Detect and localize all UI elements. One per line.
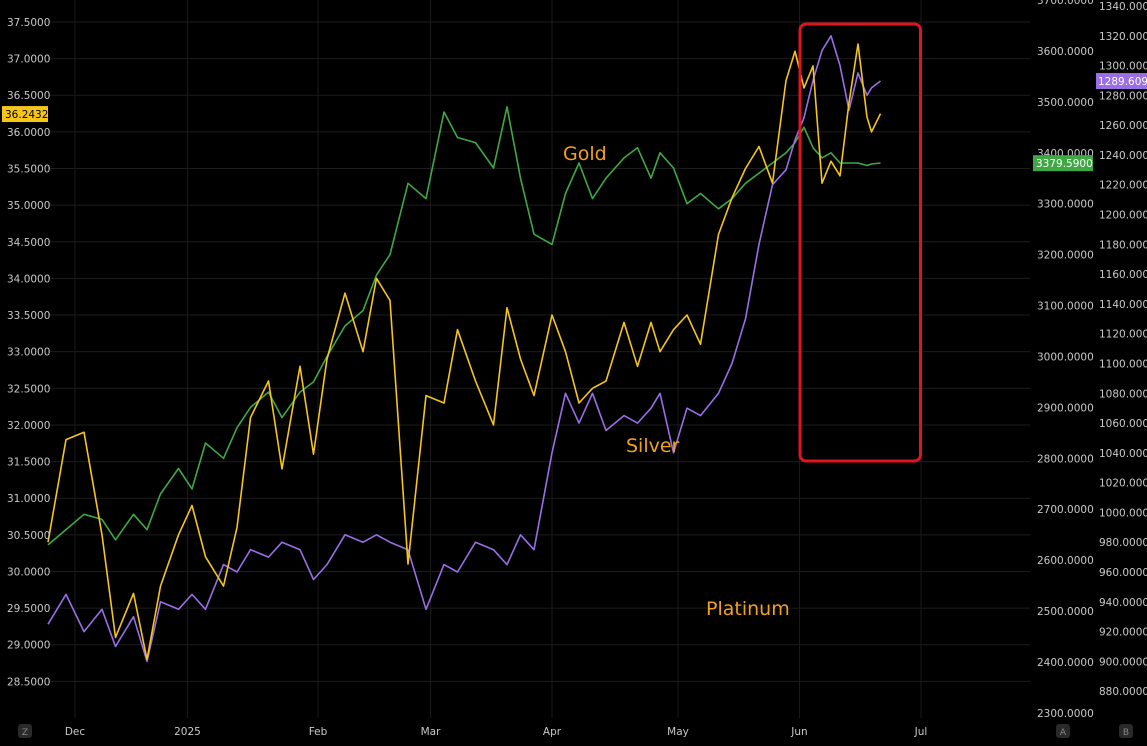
left-tick-label: 30.5000 [7, 530, 50, 542]
highlight-box [798, 22, 922, 463]
platinum-tick-label: 980.0000 [1099, 537, 1147, 549]
left-tick-label: 29.0000 [7, 640, 50, 652]
x-tick-label: Mar [421, 726, 441, 738]
platinum-tick-label: 880.0000 [1099, 686, 1147, 698]
right-axis: 2300.0000 2400.0000 2500.0000 2600.0000 2700… [1037, 0, 1147, 720]
left-tick-label: 29.5000 [7, 603, 50, 615]
left-tick-label: 28.5000 [7, 676, 50, 688]
platinum-tick-label: 1240.0000 [1099, 150, 1147, 162]
gold-tick-label: 3100.0000 [1037, 301, 1094, 313]
platinum-tick-label: 1040.0000 [1099, 448, 1147, 460]
x-tick-label: Jul [914, 726, 928, 738]
gold-tick-label: 2300.0000 [1037, 708, 1094, 720]
platinum-tick-label: 1300.0000 [1099, 61, 1147, 73]
gold-tick-label: 2600.0000 [1037, 555, 1094, 567]
corner-label-a: A [1060, 728, 1067, 738]
gold-tick-label: 3700.0000 [1037, 0, 1094, 7]
corner-labels: Z A B [18, 724, 1133, 738]
platinum-last-badge [1096, 73, 1147, 90]
x-tick-label: Jun [790, 726, 807, 738]
annotation-silver: Silver [626, 435, 680, 457]
series-layer [47, 34, 882, 663]
platinum-tick-label: 920.0000 [1099, 627, 1147, 639]
annotation-gold: Gold [563, 143, 607, 165]
platinum-tick-label: 940.0000 [1099, 597, 1147, 609]
left-tick-label: 37.0000 [7, 54, 50, 66]
silver-last-badge [2, 106, 48, 123]
platinum-tick-label: 1140.0000 [1099, 299, 1147, 311]
corner-label-b: B [1123, 728, 1129, 738]
platinum-tick-label: 1120.0000 [1099, 329, 1147, 341]
annotations: Gold Silver Platinum [563, 143, 790, 620]
left-tick-label: 36.5000 [7, 90, 50, 102]
gold-tick-label: 2900.0000 [1037, 402, 1094, 414]
last-value-labels: 36.2432 3379.5900 1289.6099 [2, 73, 1147, 172]
grid-lines [48, 21, 1030, 682]
platinum-tick-label: 960.0000 [1099, 567, 1147, 579]
x-tick-label: Feb [309, 726, 328, 738]
left-tick-label: 31.0000 [7, 493, 50, 505]
left-tick-label: 35.0000 [7, 200, 50, 212]
platinum-tick-label: 900.0000 [1099, 656, 1147, 668]
x-tick-label: 2025 [174, 726, 201, 738]
platinum-tick-label: 1020.0000 [1099, 478, 1147, 490]
left-tick-label: 32.5000 [7, 383, 50, 395]
x-tick-label: Apr [543, 726, 562, 738]
gold-tick-label: 2700.0000 [1037, 504, 1094, 516]
gold-last-value: 3379.5900 [1036, 158, 1093, 170]
x-tick-label: May [667, 726, 689, 738]
x-tick-label: Dec [65, 726, 86, 738]
platinum-tick-label: 1340.0000 [1099, 1, 1147, 13]
gold-tick-label: 3000.0000 [1037, 351, 1094, 363]
corner-label-z: Z [22, 728, 28, 738]
gold-tick-label: 3200.0000 [1037, 250, 1094, 262]
platinum-tick-label: 1260.0000 [1099, 120, 1147, 132]
platinum-tick-label: 1160.0000 [1099, 269, 1147, 281]
left-tick-label: 31.5000 [7, 457, 50, 469]
gold-tick-label: 2500.0000 [1037, 606, 1094, 618]
left-tick-label: 34.5000 [7, 237, 50, 249]
left-tick-label: 32.0000 [7, 420, 50, 432]
annotation-platinum: Platinum [706, 598, 790, 620]
platinum-tick-label: 1180.0000 [1099, 239, 1147, 251]
silver-last-value: 36.2432 [5, 109, 48, 121]
gold-tick-label: 3500.0000 [1037, 97, 1094, 109]
left-tick-label: 37.5000 [7, 17, 50, 29]
gold-tick-label: 2800.0000 [1037, 453, 1094, 465]
platinum-last-value: 1289.6099 [1098, 76, 1147, 88]
platinum-tick-label: 1200.0000 [1099, 210, 1147, 222]
platinum-tick-label: 1060.0000 [1099, 418, 1147, 430]
platinum-tick-label: 1320.0000 [1099, 31, 1147, 43]
gold-last-badge [1033, 155, 1093, 172]
left-tick-label: 34.0000 [7, 273, 50, 285]
platinum-tick-label: 1280.0000 [1099, 90, 1147, 102]
platinum-tick-label: 1000.0000 [1099, 507, 1147, 519]
left-tick-label: 35.5000 [7, 164, 50, 176]
platinum-tick-label: 1080.0000 [1099, 388, 1147, 400]
left-tick-label: 33.5000 [7, 310, 50, 322]
left-tick-label: 36.0000 [7, 127, 50, 139]
left-axis: 28.5000 29.0000 29.5000 30.0000 30.5000 31.00… [7, 17, 50, 688]
left-tick-label: 30.0000 [7, 566, 50, 578]
series-line-silver [47, 43, 882, 661]
series-line-platinum [47, 34, 881, 663]
left-tick-label: 33.0000 [7, 347, 50, 359]
gold-tick-label: 2400.0000 [1037, 657, 1094, 669]
gold-tick-label: 3300.0000 [1037, 199, 1094, 211]
platinum-tick-label: 1100.0000 [1099, 358, 1147, 370]
platinum-tick-label: 1220.0000 [1099, 180, 1147, 192]
x-axis: Dec 2025 Feb Mar Apr May Jun Jul [65, 726, 928, 738]
gold-tick-label: 3600.0000 [1037, 46, 1094, 58]
